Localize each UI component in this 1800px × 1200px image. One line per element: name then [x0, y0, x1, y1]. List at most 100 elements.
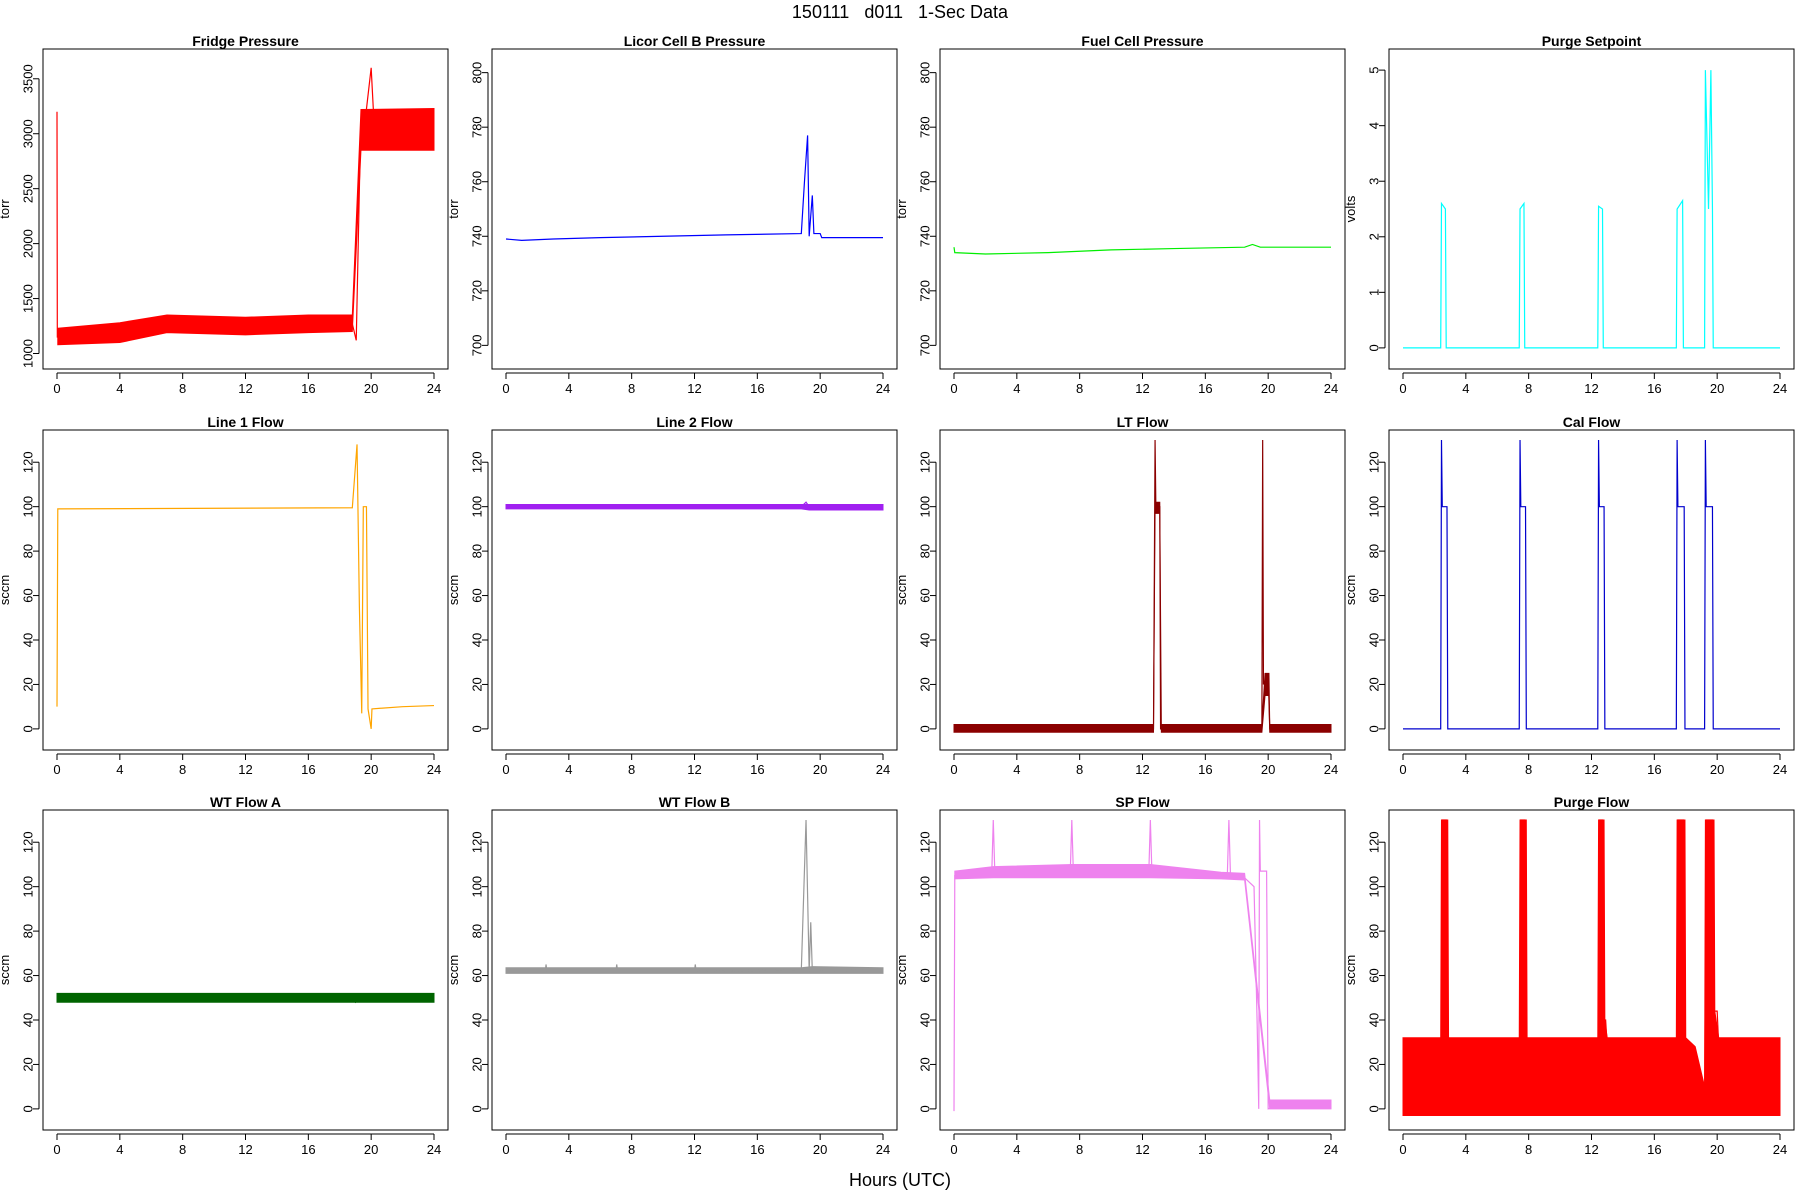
panel-title: SP Flow	[1115, 794, 1169, 810]
x-tick-label: 4	[565, 1142, 572, 1157]
x-tick-label: 12	[1584, 1142, 1598, 1157]
panel-5: Line 1 Flow 0 4 8 12 16 20 24 0 20 40 60 80 100 120 scc…	[0, 414, 449, 777]
y-tick-label: 80	[1366, 544, 1381, 558]
series-band	[57, 107, 435, 346]
y-tick-label: 700	[917, 335, 932, 357]
x-tick-label: 20	[364, 1142, 378, 1157]
y-tick-label: 120	[917, 451, 932, 473]
y-tick-label: 60	[469, 588, 484, 602]
figure-xlabel: Hours (UTC)	[849, 1170, 951, 1190]
y-tick-label: 40	[917, 633, 932, 647]
y-tick-label: 80	[917, 924, 932, 938]
y-tick-label: 1000	[20, 339, 35, 368]
x-tick-label: 4	[1013, 1142, 1020, 1157]
y-tick-label: 0	[469, 1105, 484, 1112]
x-tick-label: 0	[950, 762, 957, 777]
x-tick-label: 0	[1399, 1142, 1406, 1157]
x-tick-label: 4	[1462, 381, 1469, 396]
series-line	[1403, 70, 1780, 349]
y-tick-label: 60	[20, 968, 35, 982]
y-tick-label: 0	[20, 725, 35, 732]
y-tick-label: 40	[1366, 633, 1381, 647]
y-tick-label: 700	[469, 335, 484, 357]
y-axis-label: sccm	[0, 575, 12, 605]
y-tick-label: 3	[1366, 178, 1381, 185]
y-tick-label: 60	[917, 968, 932, 982]
y-tick-label: 40	[469, 633, 484, 647]
y-axis-label: sccm	[894, 575, 909, 605]
x-tick-label: 12	[687, 762, 701, 777]
plot-frame	[491, 429, 898, 751]
y-tick-label: 100	[469, 876, 484, 898]
series-line	[953, 243, 1331, 255]
y-tick-label: 800	[469, 62, 484, 84]
x-tick-label: 20	[364, 762, 378, 777]
y-tick-label: 120	[469, 831, 484, 853]
y-tick-label: 0	[1366, 1105, 1381, 1112]
x-tick-label: 12	[1584, 381, 1598, 396]
x-tick-label: 0	[53, 1142, 60, 1157]
y-tick-label: 80	[469, 924, 484, 938]
y-tick-label: 60	[917, 588, 932, 602]
y-tick-label: 80	[20, 924, 35, 938]
panel-10: WT Flow B 0 4 8 12 16 20 24 0 20 40 60 80 100 120 sccm	[446, 794, 898, 1157]
figure-title: 150111 d011 1-Sec Data	[791, 2, 1009, 22]
y-tick-label: 100	[917, 496, 932, 518]
y-tick-label: 60	[1366, 588, 1381, 602]
x-tick-label: 24	[1324, 381, 1338, 396]
panel-title: Line 1 Flow	[207, 414, 283, 430]
x-tick-label: 16	[1198, 1142, 1212, 1157]
plot-frame	[491, 48, 898, 370]
x-tick-label: 24	[876, 1142, 890, 1157]
y-tick-label: 740	[469, 225, 484, 247]
y-axis-label: sccm	[0, 955, 12, 985]
x-tick-label: 20	[1261, 1142, 1275, 1157]
x-tick-label: 8	[1076, 762, 1083, 777]
panel-8: Cal Flow 0 4 8 12 16 20 24 0 20 40 60 80 100 120 sccm	[1343, 414, 1795, 777]
x-tick-label: 20	[813, 1142, 827, 1157]
y-tick-label: 80	[20, 544, 35, 558]
y-tick-label: 80	[917, 544, 932, 558]
x-tick-label: 24	[1324, 762, 1338, 777]
plot-frame	[42, 809, 449, 1131]
y-tick-label: 20	[20, 1057, 35, 1071]
y-tick-label: 120	[20, 831, 35, 853]
y-axis-label: volts	[1343, 195, 1358, 222]
x-tick-label: 20	[364, 381, 378, 396]
panel-title: LT Flow	[1117, 414, 1169, 430]
x-tick-label: 4	[565, 381, 572, 396]
series-line	[506, 819, 884, 972]
x-tick-label: 16	[301, 762, 315, 777]
x-tick-label: 12	[1584, 762, 1598, 777]
panel-title: Purge Setpoint	[1542, 33, 1642, 49]
y-tick-label: 5	[1366, 66, 1381, 73]
x-tick-label: 24	[1324, 1142, 1338, 1157]
y-tick-label: 100	[20, 496, 35, 518]
y-tick-label: 100	[1366, 876, 1381, 898]
y-tick-label: 40	[1366, 1013, 1381, 1027]
x-tick-label: 16	[301, 381, 315, 396]
x-tick-label: 4	[116, 381, 123, 396]
plot-frame	[939, 429, 1346, 751]
x-tick-label: 24	[876, 381, 890, 396]
y-tick-label: 760	[469, 171, 484, 193]
series-line	[954, 439, 1331, 730]
y-tick-label: 2000	[20, 229, 35, 258]
x-tick-label: 4	[565, 762, 572, 777]
y-axis-label: torr	[446, 199, 461, 219]
panel-9: WT Flow A 0 4 8 12 16 20 24 0 20 40 60 80 100 120 sccm	[0, 794, 449, 1157]
x-tick-label: 20	[813, 381, 827, 396]
panel-title: Licor Cell B Pressure	[624, 33, 766, 49]
x-tick-label: 8	[179, 762, 186, 777]
x-tick-label: 8	[628, 1142, 635, 1157]
x-tick-label: 20	[1710, 762, 1724, 777]
x-tick-label: 0	[950, 1142, 957, 1157]
x-tick-label: 8	[179, 381, 186, 396]
x-tick-label: 4	[1462, 1142, 1469, 1157]
panel-title: Fridge Pressure	[192, 33, 299, 49]
x-tick-label: 12	[687, 381, 701, 396]
x-tick-label: 12	[687, 1142, 701, 1157]
y-tick-label: 720	[469, 280, 484, 302]
y-tick-label: 120	[917, 831, 932, 853]
panel-title: Fuel Cell Pressure	[1081, 33, 1203, 49]
